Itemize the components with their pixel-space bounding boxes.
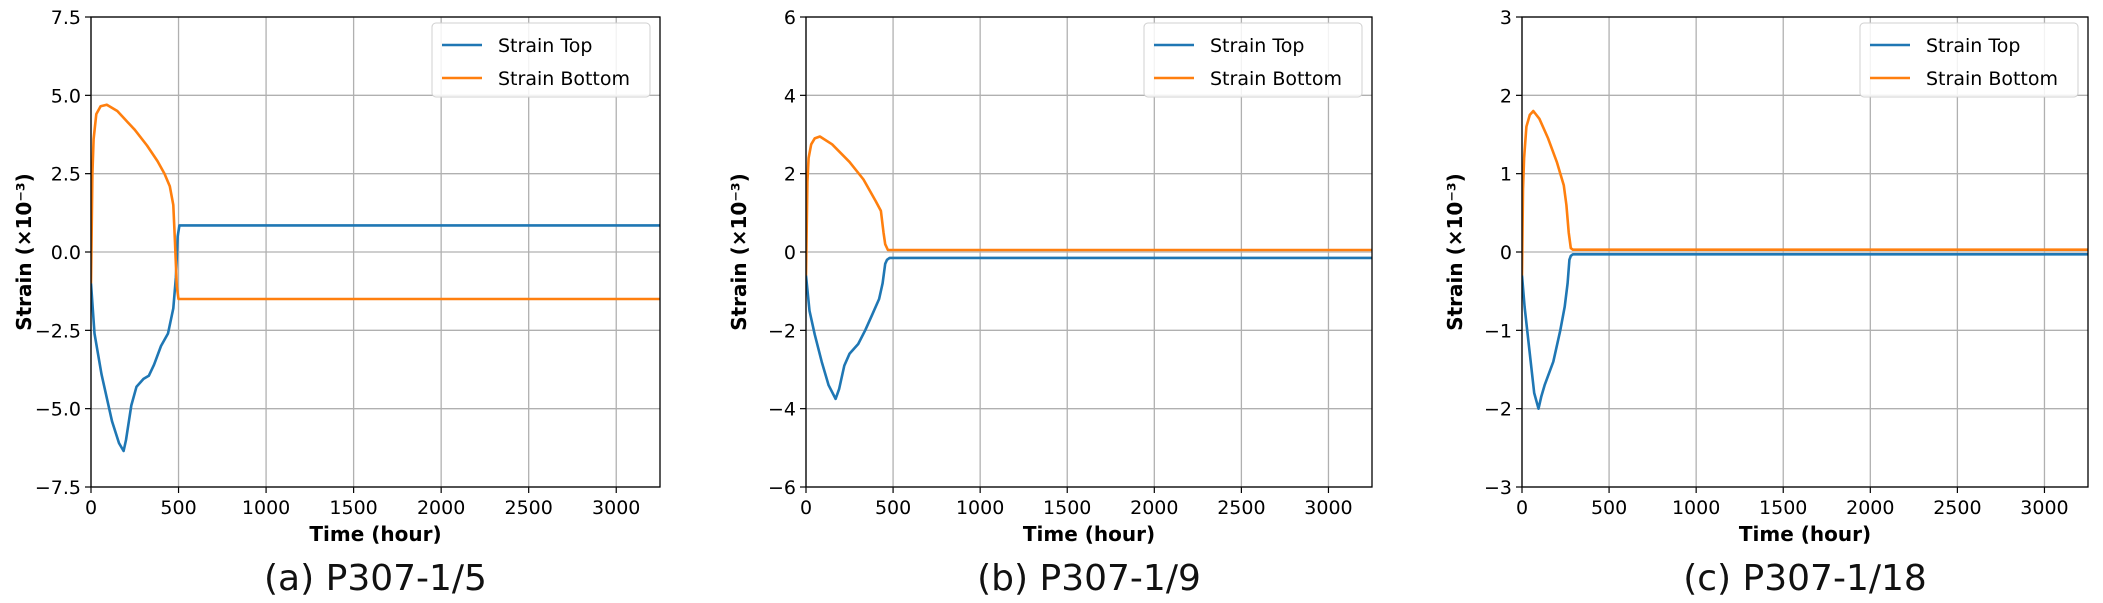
- y-tick-label: 7.5: [51, 7, 81, 29]
- x-tick-label: 500: [1591, 497, 1627, 519]
- x-tick-label: 500: [160, 497, 196, 519]
- plot-frame: [805, 16, 1373, 488]
- legend: Strain Top Strain Bottom: [1143, 22, 1363, 98]
- legend-box: [1143, 22, 1363, 98]
- x-tick-label: 1000: [242, 497, 290, 519]
- legend-label: Strain Top: [1926, 35, 2020, 57]
- x-tick-label: 2000: [1130, 497, 1178, 519]
- y-tick-label: −1: [1484, 320, 1512, 342]
- y-tick-label: 1: [1500, 164, 1512, 186]
- y-tick-label: −6: [768, 477, 796, 499]
- x-tick-label: 2500: [505, 497, 553, 519]
- x-tick-label: 1000: [1672, 497, 1720, 519]
- y-tick-label: −2.5: [35, 320, 81, 342]
- y-axis-label: Strain (×10⁻³): [12, 173, 36, 331]
- x-tick-label: 3000: [1304, 497, 1352, 519]
- x-tick-label: 0: [800, 497, 812, 519]
- x-tick-label: 2500: [1933, 497, 1981, 519]
- series-line-strain-bottom: [91, 103, 660, 301]
- legend-box: [1859, 22, 2079, 98]
- plot-frame: [90, 16, 661, 488]
- x-tick-label: 0: [85, 497, 97, 519]
- y-tick-label: −7.5: [35, 477, 81, 499]
- x-tick-label: 2500: [1217, 497, 1265, 519]
- x-tick-label: 2000: [1846, 497, 1894, 519]
- x-tick-label: 3000: [592, 497, 640, 519]
- chart-1: 0 500 1000 1500 2000 2500 3000 −6 −4 −2 0 2 4 6 Strain…: [727, 7, 1373, 599]
- y-tick-label: 4: [784, 85, 796, 107]
- x-tick-label: 0: [1516, 497, 1528, 519]
- chart-caption: (c) P307-1/18: [1683, 558, 1927, 599]
- x-tick-label: 1500: [1759, 497, 1807, 519]
- chart-caption: (a) P307-1/5: [264, 558, 487, 599]
- chart-2: 0 500 1000 1500 2000 2500 3000 −3 −2 −1 0 1 2 3 Strain…: [1443, 7, 2089, 599]
- y-tick-label: 2: [1500, 85, 1512, 107]
- x-axis-label: Time (hour): [1023, 522, 1155, 546]
- y-tick-label: −4: [768, 399, 796, 421]
- x-tick-label: 1000: [956, 497, 1004, 519]
- y-tick-label: 0.0: [51, 242, 81, 264]
- legend-label: Strain Top: [1210, 35, 1304, 57]
- series-line-strain-bottom: [806, 135, 1372, 276]
- legend: Strain Top Strain Bottom: [431, 22, 651, 98]
- y-tick-label: −2: [1484, 399, 1512, 421]
- y-tick-label: 0: [784, 242, 796, 264]
- series-line-strain-bottom: [1522, 109, 2088, 276]
- x-tick-label: 1500: [329, 497, 377, 519]
- legend-label: Strain Top: [498, 35, 592, 57]
- legend-label: Strain Bottom: [498, 68, 630, 90]
- series-line-strain-top: [806, 256, 1372, 401]
- y-tick-label: −2: [768, 320, 796, 342]
- y-tick-label: 2.5: [51, 164, 81, 186]
- x-axis-label: Time (hour): [309, 522, 441, 546]
- legend-label: Strain Bottom: [1210, 68, 1342, 90]
- legend-label: Strain Bottom: [1926, 68, 2058, 90]
- x-tick-label: 3000: [2020, 497, 2068, 519]
- chart-caption: (b) P307-1/9: [977, 558, 1201, 599]
- x-tick-label: 1500: [1043, 497, 1091, 519]
- legend: Strain Top Strain Bottom: [1859, 22, 2079, 98]
- y-axis-label: Strain (×10⁻³): [1443, 173, 1467, 331]
- chart-0: 0 500 1000 1500 2000 2500 3000 −7.5 −5.0 −2.5 0.0 2…: [12, 7, 661, 599]
- x-tick-label: 2000: [417, 497, 465, 519]
- y-tick-label: 6: [784, 7, 796, 29]
- plot-frame: [1521, 16, 2089, 488]
- y-tick-label: 5.0: [51, 85, 81, 107]
- x-tick-label: 500: [875, 497, 911, 519]
- x-axis-label: Time (hour): [1739, 522, 1871, 546]
- y-tick-label: −3: [1484, 477, 1512, 499]
- series-line-strain-top: [1522, 253, 2088, 411]
- y-tick-label: −5.0: [35, 399, 81, 421]
- legend-box: [431, 22, 651, 98]
- y-tick-label: 2: [784, 164, 796, 186]
- y-axis-label: Strain (×10⁻³): [727, 173, 751, 331]
- y-tick-label: 3: [1500, 7, 1512, 29]
- y-tick-label: 0: [1500, 242, 1512, 264]
